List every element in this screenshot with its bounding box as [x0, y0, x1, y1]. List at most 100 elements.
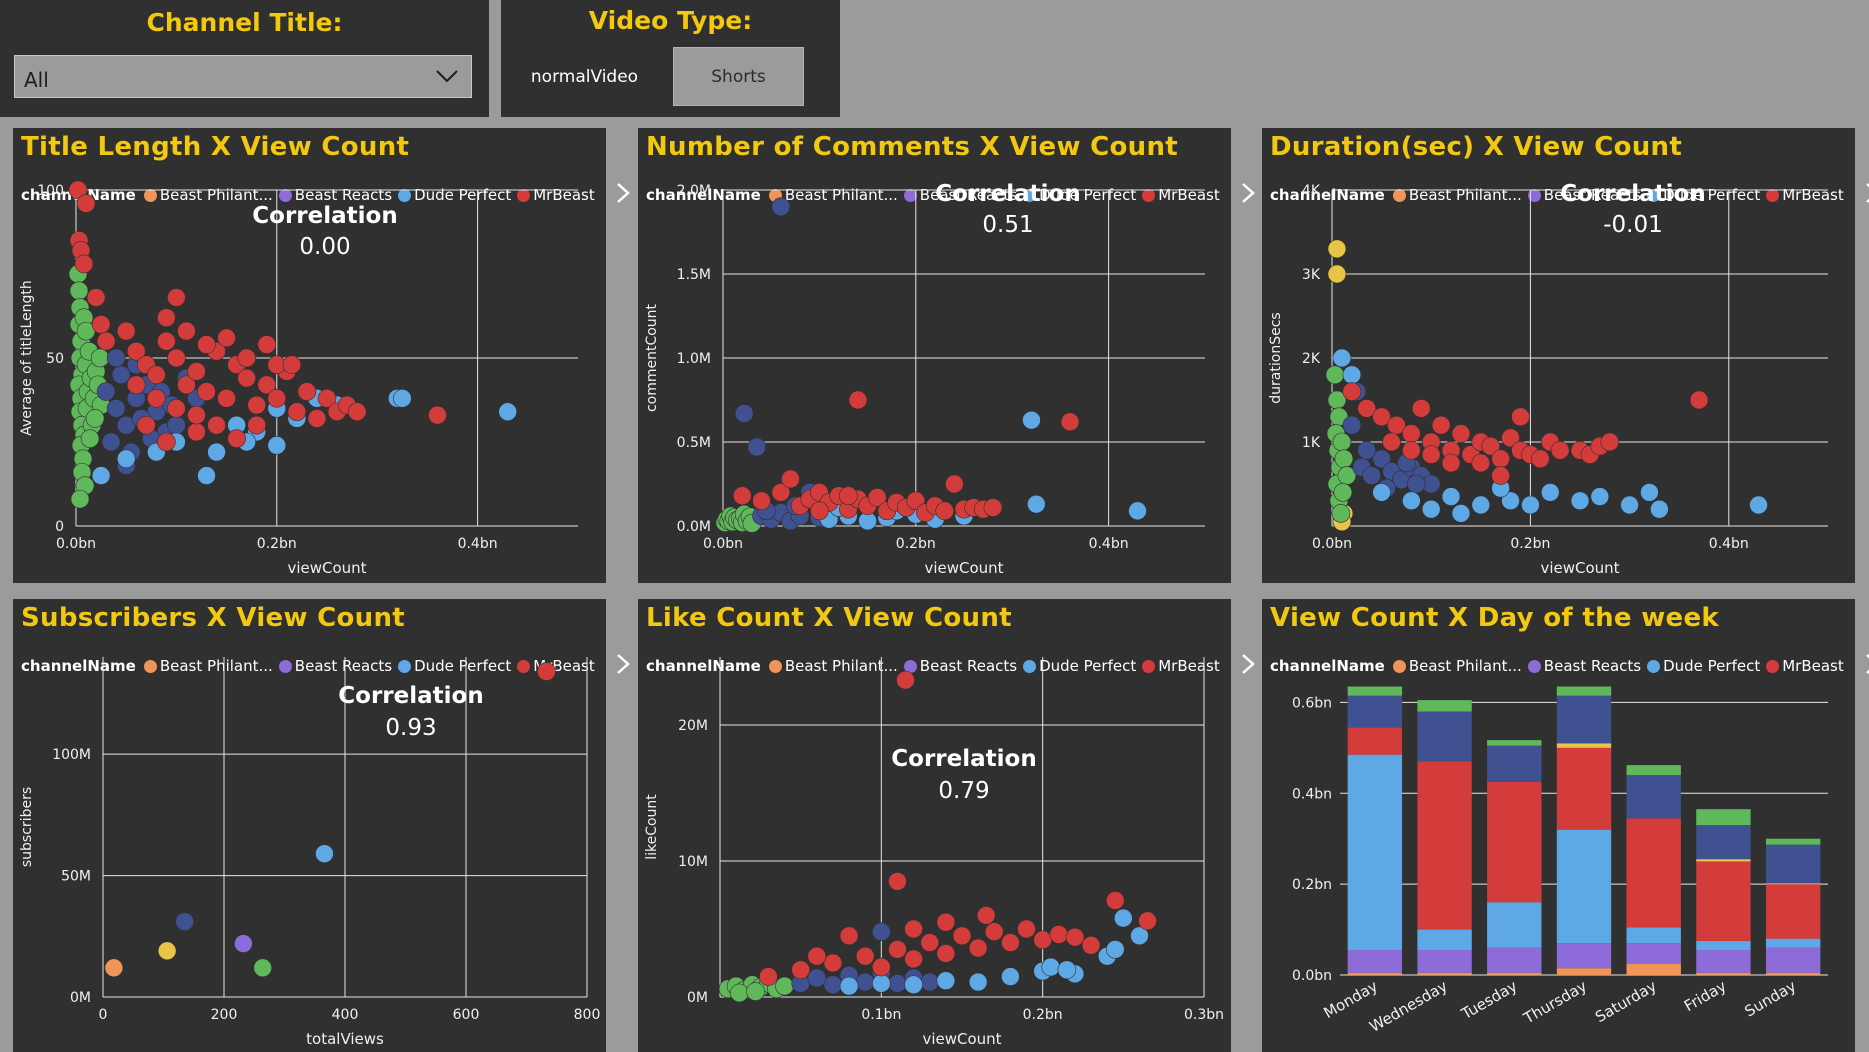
- scatter-point[interactable]: [101, 432, 121, 452]
- scatter-point[interactable]: [91, 466, 111, 485]
- legend-next-arrow-icon[interactable]: [1864, 653, 1869, 679]
- scatter-point[interactable]: [147, 365, 166, 385]
- scatter-point[interactable]: [96, 331, 116, 351]
- scatter-point[interactable]: [197, 382, 216, 401]
- scatter-point[interactable]: [1491, 449, 1510, 469]
- scatter-point[interactable]: [498, 402, 518, 422]
- scatter-point[interactable]: [157, 331, 176, 351]
- bar-segment[interactable]: [1556, 695, 1612, 744]
- scatter-point[interactable]: [848, 390, 868, 410]
- scatter-point[interactable]: [810, 501, 829, 521]
- bar-segment[interactable]: [1765, 938, 1821, 948]
- legend-item[interactable]: Beast Reacts: [278, 657, 392, 675]
- scatter-point[interactable]: [317, 389, 337, 408]
- legend-next-arrow-icon[interactable]: [1864, 182, 1869, 208]
- scatter-point[interactable]: [1531, 449, 1550, 469]
- scatter-point[interactable]: [1049, 925, 1069, 944]
- bar-segment[interactable]: [1556, 968, 1612, 975]
- scatter-point[interactable]: [428, 405, 447, 425]
- scatter-point[interactable]: [807, 946, 827, 966]
- scatter-point[interactable]: [839, 486, 858, 506]
- scatter-point[interactable]: [247, 415, 267, 435]
- scatter-point[interactable]: [1128, 501, 1147, 521]
- scatter-point[interactable]: [157, 432, 176, 452]
- bar-segment[interactable]: [1347, 695, 1403, 728]
- scatter-point[interactable]: [839, 976, 859, 996]
- scatter-point[interactable]: [297, 382, 317, 401]
- scatter-point[interactable]: [1041, 957, 1061, 977]
- scatter-point[interactable]: [1749, 495, 1768, 515]
- scatter-point[interactable]: [167, 348, 186, 368]
- scatter-point[interactable]: [936, 944, 956, 963]
- scatter-point[interactable]: [823, 975, 843, 995]
- scatter-point[interactable]: [1590, 487, 1610, 506]
- scatter-point[interactable]: [167, 399, 186, 418]
- scatter-point[interactable]: [1441, 453, 1461, 473]
- scatter-point[interactable]: [807, 968, 827, 988]
- bar-segment[interactable]: [1696, 859, 1751, 862]
- bar-segment[interactable]: [1696, 940, 1751, 951]
- scatter-point[interactable]: [1334, 449, 1354, 469]
- scatter-point[interactable]: [247, 395, 267, 415]
- scatter-point[interactable]: [177, 321, 196, 341]
- scatter-point[interactable]: [888, 940, 907, 959]
- bar-segment[interactable]: [1765, 947, 1821, 973]
- bar-segment[interactable]: [1347, 727, 1403, 755]
- scatter-point[interactable]: [253, 958, 273, 978]
- legend-item[interactable]: Dude Perfect: [1023, 657, 1136, 675]
- legend-item[interactable]: Dude Perfect: [1647, 657, 1760, 675]
- scatter-point[interactable]: [1332, 432, 1352, 452]
- bar-segment[interactable]: [1626, 927, 1681, 944]
- scatter-point[interactable]: [267, 436, 287, 455]
- scatter-point[interactable]: [136, 415, 156, 435]
- scatter-point[interactable]: [1331, 504, 1351, 523]
- legend-item[interactable]: Dude Perfect: [398, 657, 511, 675]
- scatter-point[interactable]: [952, 926, 972, 946]
- scatter-point[interactable]: [237, 368, 256, 388]
- scatter-point[interactable]: [1550, 441, 1570, 460]
- scatter-point[interactable]: [1342, 365, 1362, 385]
- scatter-point[interactable]: [823, 953, 843, 973]
- legend-item[interactable]: Beast Reacts: [1527, 657, 1641, 675]
- scatter-point[interactable]: [984, 922, 1004, 942]
- scatter-point[interactable]: [1342, 382, 1362, 401]
- scatter-point[interactable]: [872, 922, 891, 942]
- scatter-point[interactable]: [347, 402, 367, 422]
- scatter-point[interactable]: [217, 389, 236, 408]
- scatter-point[interactable]: [315, 844, 334, 864]
- bar-segment[interactable]: [1347, 972, 1403, 975]
- bar-segment[interactable]: [1487, 947, 1542, 973]
- scatter-point[interactable]: [70, 489, 90, 509]
- scatter-point[interactable]: [968, 938, 988, 958]
- scatter-point[interactable]: [936, 912, 956, 932]
- legend-item[interactable]: Beast Reacts: [903, 657, 1017, 675]
- scatter-point[interactable]: [1540, 483, 1560, 502]
- scatter-point[interactable]: [74, 254, 94, 274]
- scatter-point[interactable]: [106, 348, 126, 368]
- scatter-point[interactable]: [732, 486, 752, 506]
- scatter-point[interactable]: [872, 974, 891, 993]
- scatter-point[interactable]: [1421, 445, 1441, 464]
- bar-segment[interactable]: [1417, 929, 1472, 951]
- scatter-point[interactable]: [167, 288, 186, 307]
- scatter-point[interactable]: [157, 941, 177, 961]
- scatter-point[interactable]: [1431, 415, 1451, 435]
- scatter-point[interactable]: [1402, 491, 1421, 511]
- scatter-point[interactable]: [855, 972, 875, 992]
- bar-segment[interactable]: [1765, 884, 1821, 939]
- scatter-point[interactable]: [976, 906, 996, 925]
- scatter-point[interactable]: [771, 483, 791, 502]
- scatter-point[interactable]: [91, 315, 111, 334]
- scatter-point[interactable]: [775, 976, 794, 996]
- scatter-point[interactable]: [1033, 930, 1052, 950]
- scatter-point[interactable]: [187, 422, 206, 442]
- scatter-point[interactable]: [1333, 483, 1353, 502]
- scatter-point[interactable]: [76, 194, 96, 213]
- scatter-point[interactable]: [1620, 495, 1639, 515]
- scatter-point[interactable]: [1138, 911, 1157, 931]
- bar-segment[interactable]: [1765, 883, 1821, 885]
- scatter-point[interactable]: [746, 982, 765, 1001]
- bar-segment[interactable]: [1347, 686, 1403, 696]
- scatter-point[interactable]: [888, 872, 907, 891]
- legend-item[interactable]: MrBeast: [1766, 657, 1844, 675]
